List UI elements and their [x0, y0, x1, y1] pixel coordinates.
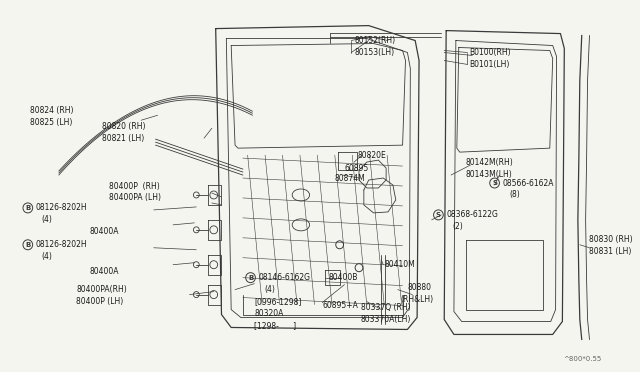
Text: 80410M: 80410M — [384, 260, 415, 269]
Text: (4): (4) — [42, 215, 52, 224]
Text: 80152(RH): 80152(RH) — [354, 36, 396, 45]
Text: 80820E: 80820E — [357, 151, 386, 160]
Text: 08146-6162G: 08146-6162G — [259, 273, 310, 282]
Text: 80400PA (LH): 80400PA (LH) — [109, 193, 161, 202]
Text: B: B — [25, 205, 31, 211]
Text: 80337Q (RH): 80337Q (RH) — [361, 303, 411, 312]
Text: S: S — [492, 180, 497, 186]
Text: 80825 (LH): 80825 (LH) — [29, 118, 72, 127]
Text: (RH&LH): (RH&LH) — [401, 295, 434, 304]
Text: 80821 (LH): 80821 (LH) — [102, 134, 145, 143]
Text: 60895+A: 60895+A — [322, 301, 358, 310]
Text: 80874M: 80874M — [335, 173, 365, 183]
Text: B0101(LH): B0101(LH) — [469, 60, 510, 69]
Text: 80153(LH): 80153(LH) — [354, 48, 394, 57]
Text: 80824 (RH): 80824 (RH) — [29, 106, 73, 115]
Text: ^800*0.55: ^800*0.55 — [563, 356, 601, 362]
Text: 803370A(LH): 803370A(LH) — [361, 315, 412, 324]
Text: 80320A: 80320A — [255, 309, 284, 318]
Text: 80143M(LH): 80143M(LH) — [465, 170, 512, 179]
Text: 80400A: 80400A — [90, 267, 119, 276]
Text: B: B — [248, 275, 253, 280]
Text: (8): (8) — [509, 190, 520, 199]
Text: 08368-6122G: 08368-6122G — [446, 211, 498, 219]
Text: 60895: 60895 — [344, 164, 369, 173]
Text: 80400P  (RH): 80400P (RH) — [109, 182, 160, 190]
Text: 80400PA(RH): 80400PA(RH) — [76, 285, 127, 294]
Text: 80142M(RH): 80142M(RH) — [465, 158, 513, 167]
Text: 08566-6162A: 08566-6162A — [502, 179, 554, 187]
Text: 80400P (LH): 80400P (LH) — [76, 297, 124, 306]
Text: (2): (2) — [452, 222, 463, 231]
Text: 80830 (RH): 80830 (RH) — [589, 235, 633, 244]
Text: S: S — [436, 212, 441, 218]
Text: 80400B: 80400B — [328, 273, 357, 282]
Text: (4): (4) — [264, 285, 275, 294]
Text: 80820 (RH): 80820 (RH) — [102, 122, 146, 131]
Text: [1298-      ]: [1298- ] — [255, 321, 296, 330]
Text: 80880: 80880 — [408, 283, 431, 292]
Text: B0100(RH): B0100(RH) — [469, 48, 511, 57]
Text: [0996-1298]: [0996-1298] — [255, 297, 302, 306]
Text: 08126-8202H: 08126-8202H — [36, 203, 87, 212]
Text: (4): (4) — [42, 252, 52, 261]
Text: 80400A: 80400A — [90, 227, 119, 236]
Text: B: B — [25, 242, 31, 248]
Text: 08126-8202H: 08126-8202H — [36, 240, 87, 249]
Text: 80831 (LH): 80831 (LH) — [589, 247, 632, 256]
